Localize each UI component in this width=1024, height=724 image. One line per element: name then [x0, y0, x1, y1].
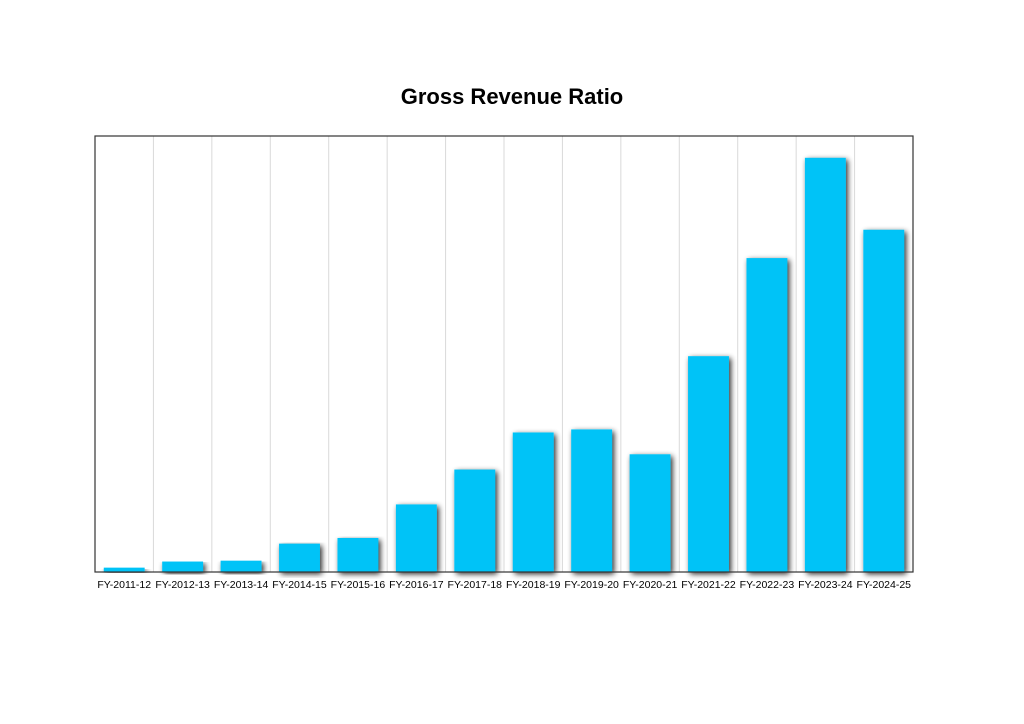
- bar-fy-2012-13: [162, 561, 204, 572]
- x-tick-label: FY-2014-15: [272, 579, 327, 591]
- plot-area-frame: [94, 135, 914, 573]
- bar-fy-2018-19: [512, 432, 554, 572]
- x-tick-label: FY-2022-23: [740, 579, 795, 591]
- bar-fy-2014-15: [279, 543, 320, 572]
- bar-fy-2015-16: [337, 537, 379, 572]
- x-tick-label: FY-2024-25: [857, 579, 912, 591]
- bar-fy-2023-24: [804, 157, 846, 573]
- bar-fy-2021-22: [688, 356, 729, 572]
- chart-title: Gross Revenue Ratio: [401, 84, 624, 109]
- x-tick-label: FY-2013-14: [214, 579, 269, 591]
- bar-fy-2024-25: [863, 229, 905, 573]
- x-tick-label: FY-2018-19: [506, 579, 561, 591]
- bar-fy-2017-18: [454, 469, 496, 572]
- x-tick-label: FY-2023-24: [798, 579, 853, 591]
- bar-fy-2013-14: [220, 560, 262, 572]
- x-tick-label: FY-2016-17: [389, 579, 444, 591]
- bar-fy-2022-23: [746, 258, 788, 572]
- bar-fy-2016-17: [395, 504, 437, 572]
- x-tick-label: FY-2012-13: [155, 579, 210, 591]
- x-tick-label: FY-2017-18: [448, 579, 503, 591]
- x-tick-label: FY-2015-16: [331, 579, 386, 591]
- x-tick-label: FY-2019-20: [564, 579, 619, 591]
- bars: [103, 157, 905, 573]
- x-tick-label: FY-2020-21: [623, 579, 678, 591]
- bar-fy-2019-20: [571, 429, 613, 572]
- bar-fy-2011-12: [103, 567, 145, 572]
- x-tick-label: FY-2011-12: [97, 579, 151, 591]
- x-axis-tick-labels: FY-2011-12 FY-2012-13 FY-2013-14 FY-2014-15…: [97, 579, 911, 591]
- grid-lines: [152, 136, 856, 572]
- bar-fy-2020-21: [629, 454, 671, 572]
- x-tick-label: FY-2021-22: [681, 579, 736, 591]
